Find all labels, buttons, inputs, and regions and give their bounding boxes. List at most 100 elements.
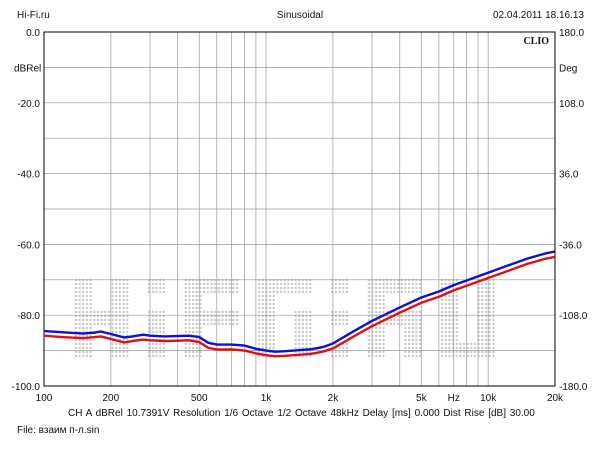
watermark-dot	[290, 290, 294, 294]
watermark-dot	[294, 286, 297, 290]
watermark-dot	[184, 294, 188, 298]
watermark-dot	[418, 330, 422, 334]
watermark-dot	[162, 322, 166, 326]
watermark-dot	[115, 326, 118, 330]
x-tick-label: 20k	[547, 393, 564, 404]
watermark-dot	[444, 346, 447, 350]
watermark-dot	[85, 298, 89, 302]
watermark-dot	[481, 282, 484, 286]
watermark-dot	[261, 342, 264, 346]
watermark-dot	[444, 338, 447, 342]
watermark-dot	[188, 306, 191, 310]
watermark-dot	[111, 350, 114, 354]
watermark-dot	[199, 330, 202, 334]
watermark-dot	[232, 322, 235, 326]
watermark-dot	[378, 282, 382, 286]
watermark-dot	[257, 318, 261, 322]
watermark-dot	[191, 310, 195, 314]
watermark-dot	[440, 342, 444, 346]
watermark-dot	[367, 310, 371, 314]
watermark-dot	[378, 326, 382, 330]
watermark-dot	[85, 282, 89, 286]
watermark-dot	[404, 326, 407, 330]
watermark-dot	[85, 310, 89, 314]
watermark-dot	[444, 330, 447, 334]
header-timestamp: 02.04.2011 18.16.13	[492, 10, 584, 21]
watermark-dot	[374, 290, 378, 294]
watermark-dot	[104, 310, 107, 314]
watermark-dot	[309, 342, 312, 346]
watermark-dot	[492, 286, 495, 290]
watermark-dot	[118, 306, 122, 310]
watermark-dot	[126, 286, 129, 290]
watermark-dot	[393, 282, 396, 286]
watermark-dot	[301, 310, 305, 314]
watermark-dot	[444, 334, 447, 338]
watermark-dot	[268, 282, 272, 286]
watermark-dot	[415, 282, 418, 286]
watermark-dot	[393, 290, 396, 294]
watermark-dot	[89, 294, 92, 298]
watermark-dot	[459, 346, 462, 350]
watermark-dot	[224, 286, 228, 290]
watermark-dot	[411, 322, 414, 326]
watermark-dot	[301, 326, 305, 330]
watermark-dot	[118, 286, 122, 290]
watermark-dot	[440, 282, 444, 286]
watermark-dot	[162, 350, 166, 354]
watermark-dot	[82, 342, 85, 346]
watermark-dot	[455, 318, 458, 322]
watermark-dot	[382, 294, 385, 298]
watermark-dot	[448, 326, 451, 330]
watermark-dot	[418, 334, 422, 338]
watermark-dot	[305, 290, 308, 294]
watermark-dot	[378, 298, 382, 302]
watermark-dot	[272, 342, 275, 346]
watermark-dot	[367, 294, 371, 298]
watermark-dot	[440, 298, 444, 302]
watermark-dot	[415, 330, 418, 334]
series-group	[43, 250, 556, 358]
watermark-dot	[374, 330, 378, 334]
watermark-dot	[440, 330, 444, 334]
y-axis-label: dBRel	[14, 63, 41, 74]
watermark-dot	[217, 318, 220, 322]
watermark-dot	[378, 350, 382, 354]
watermark-dot	[199, 326, 202, 330]
watermark-dot	[257, 350, 261, 354]
watermark-dot	[232, 290, 235, 294]
watermark-dot	[268, 286, 272, 290]
watermark-dot	[272, 282, 275, 286]
watermark-dot	[184, 310, 188, 314]
watermark-dot	[301, 290, 305, 294]
watermark-dot	[188, 330, 191, 334]
watermark-dot	[111, 318, 114, 322]
watermark-dot	[481, 330, 484, 334]
watermark-dot	[484, 318, 488, 322]
watermark-dot	[118, 298, 122, 302]
watermark-dot	[484, 290, 488, 294]
watermark-dot	[100, 318, 103, 322]
watermark-dot	[470, 346, 473, 350]
watermark-dot	[309, 330, 312, 334]
watermark-dot	[448, 294, 451, 298]
watermark-dot	[455, 330, 458, 334]
watermark-dot	[118, 354, 122, 358]
watermark-dot	[162, 286, 166, 290]
watermark-dot	[276, 286, 279, 290]
y2-tick-label: 180.0	[559, 28, 584, 39]
watermark-dot	[444, 322, 447, 326]
watermark-dot	[257, 286, 261, 290]
watermark-dot	[199, 298, 202, 302]
watermark-dot	[151, 330, 155, 334]
watermark-dot	[342, 346, 345, 350]
watermark-dot	[199, 310, 202, 314]
watermark-dot	[385, 322, 389, 326]
watermark-dot	[301, 282, 305, 286]
watermark-dot	[261, 290, 264, 294]
watermark-dot	[345, 310, 349, 314]
watermark-dot	[488, 322, 491, 326]
watermark-dot	[82, 354, 85, 358]
watermark-dot	[221, 282, 224, 286]
watermark-dot	[342, 286, 345, 290]
